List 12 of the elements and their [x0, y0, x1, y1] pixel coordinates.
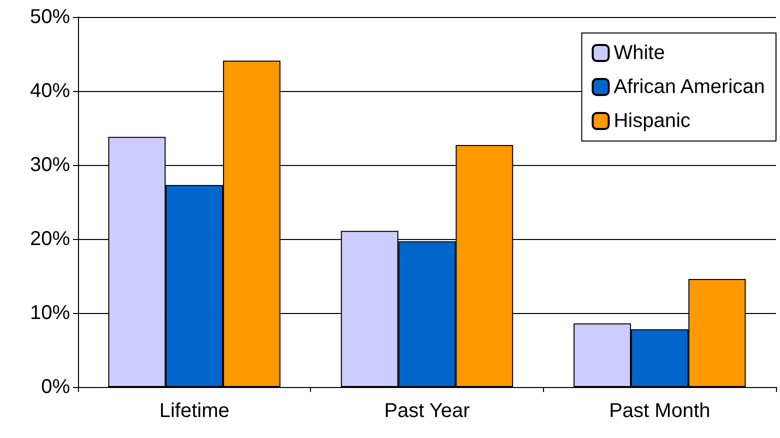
y-tick-label: 0%: [41, 376, 70, 398]
x-tick-label: Past Month: [609, 400, 710, 422]
y-tick-label: 30%: [30, 154, 70, 176]
x-tick-label: Lifetime: [159, 400, 230, 422]
y-tick-label: 40%: [30, 80, 70, 102]
y-tick-label: 50%: [30, 6, 70, 28]
legend-label: Hispanic: [614, 110, 690, 132]
x-tick-label: Past Year: [384, 400, 470, 422]
y-tick-label: 10%: [30, 302, 70, 324]
y-tick-label: 20%: [30, 228, 70, 250]
legend-label: White: [614, 42, 665, 64]
legend-label: African American: [614, 76, 765, 98]
